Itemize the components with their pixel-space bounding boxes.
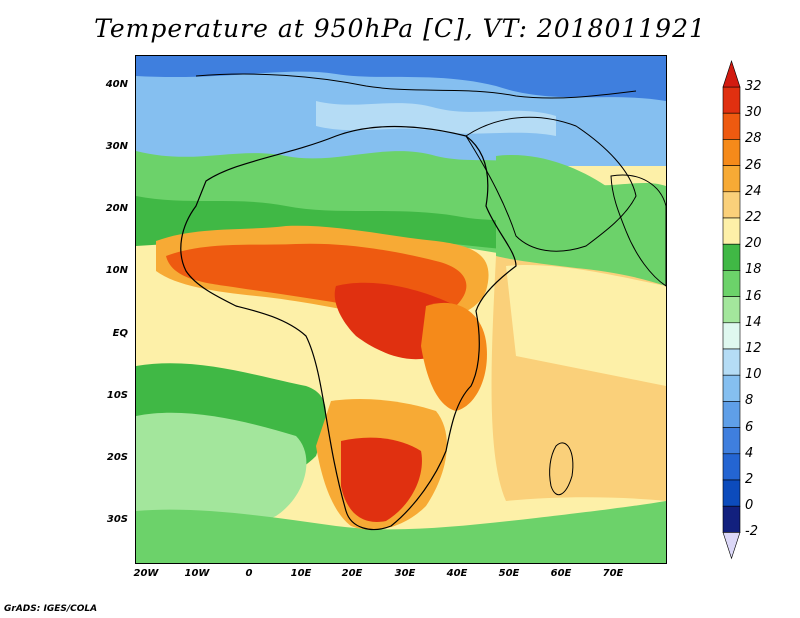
south-atlantic-cool [136,412,307,531]
lat-label-40n: 40N [105,79,128,90]
colorbar-level-label: 0 [745,498,754,514]
lat-label-10s: 10S [106,390,128,401]
colorbar-level-label: 26 [745,157,762,173]
colorbar-level-label: 20 [745,236,762,252]
colorbar-segment [722,401,741,428]
colorbar-segment [722,270,741,297]
lon-label-30e: 30E [394,568,416,579]
colorbar-level-label: 8 [745,393,754,409]
temperature-map [135,55,667,564]
arabian-peninsula-coastline [465,116,637,252]
madagascar-coastline [549,442,574,496]
colorbar-level-label: 18 [745,262,762,278]
colorbar-level-label: 22 [745,210,762,225]
colorbar-segment [722,505,741,533]
colorbar-bottom-arrow [722,532,741,560]
east-africa-warm [421,302,487,411]
lat-label-20s: 20S [106,452,128,463]
lon-label-50e: 50E [498,568,520,579]
colorbar-segment [722,296,741,324]
colorbar-level-label: 4 [745,445,754,461]
colorbar-segment [722,427,741,455]
lon-label-0: 0 [245,568,253,579]
lat-label-30s: 30S [106,514,128,525]
colorbar-top-arrow [722,60,741,88]
colorbar-segment [722,165,741,193]
europe-coastline [195,73,637,99]
lat-label-eq: EQ [112,328,128,339]
lon-label-40e: 40E [446,568,468,579]
colorbar-segment [722,191,741,219]
colorbar-level-label: -2 [745,524,758,540]
chart-title: Temperature at 950hPa [C], VT: 201801192… [94,14,706,43]
southern-ocean-green [136,501,666,563]
mediterranean-cold-region [136,56,666,101]
colorbar-level-label: 6 [745,419,754,435]
colorbar-segment [722,217,741,245]
colorbar-level-label: 16 [745,288,762,304]
colorbar-level-label: 14 [745,314,762,330]
colorbar-segment [722,139,741,166]
colorbar-level-label: 12 [745,341,762,356]
colorbar-segment [722,86,741,114]
africa-coastline [180,125,517,531]
india-coastline [610,174,666,287]
colorbar-level-label: 24 [745,183,762,199]
arabia-india-green [496,155,666,286]
colorbar-segment [722,322,741,350]
colorbar-level-label: 28 [745,131,762,147]
arabian-sea-warm [506,265,666,386]
lat-label-20n: 20N [105,203,128,214]
colorbar-segment [722,453,741,481]
lon-label-10w: 10W [184,568,210,579]
colorbar-segment [722,479,741,507]
colorbar-level-label: 30 [745,105,762,121]
colorbar-level-label: 32 [745,79,762,94]
footer-credit: GrADS: IGES/COLA [4,604,98,614]
lon-label-70e: 70E [602,568,624,579]
lon-label-20e: 20E [341,568,363,579]
colorbar-segment [722,348,741,376]
colorbar-segment [722,243,741,271]
lon-label-60e: 60E [550,568,572,579]
lat-label-10n: 10N [105,265,128,276]
colorbar-level-label: 10 [745,367,762,383]
southern-africa-hot-core [341,437,422,522]
colorbar-segment [722,112,741,140]
lat-label-30n: 30N [105,141,128,152]
colorbar-level-label: 2 [745,472,754,487]
lon-label-20w: 20W [133,568,159,579]
sahel-green-band [136,196,576,256]
colorbar-segment [722,374,741,402]
lon-label-10e: 10E [290,568,312,579]
